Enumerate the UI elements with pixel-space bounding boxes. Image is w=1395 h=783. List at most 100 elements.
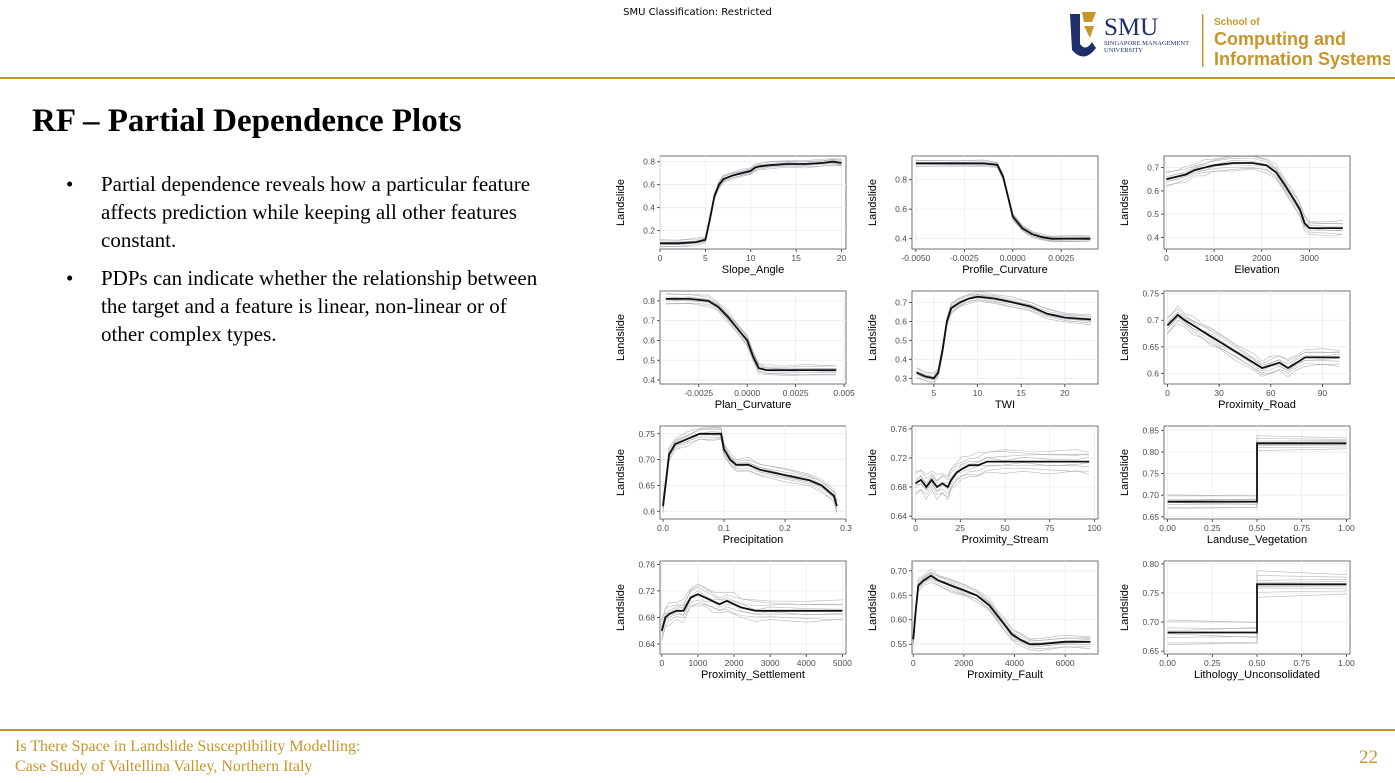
x-tick-label: 0.50 <box>1249 658 1266 668</box>
ice-curve <box>915 467 1090 498</box>
ice-curve <box>665 302 837 376</box>
x-tick-label: -0.0050 <box>901 253 930 263</box>
pdp-mean-line <box>912 574 1091 646</box>
x-tick-label: 5 <box>703 253 708 263</box>
y-tick-label: 0.2 <box>643 226 655 236</box>
plot-area <box>911 290 1099 385</box>
smu-university-line1: SINGAPORE MANAGEMENT <box>1104 40 1189 47</box>
y-tick-label: 0.6 <box>643 180 655 190</box>
x-tick-label: 0.1 <box>718 523 730 533</box>
y-tick-label: 0.75 <box>638 429 655 439</box>
bullet-text: PDPs can indicate whether the relationsh… <box>101 266 538 346</box>
x-axis-title: Slope_Angle <box>722 264 784 276</box>
x-axis-title: Landuse_Vegetation <box>1207 534 1307 546</box>
y-axis-title: Landslide <box>615 584 627 631</box>
ice-curve <box>1166 157 1343 225</box>
smu-mark: SMU <box>1104 14 1158 41</box>
x-axis-title: Plan_Curvature <box>715 399 791 411</box>
footer-caption: Is There Space in Landslide Susceptibili… <box>15 737 360 777</box>
pdp-mean-line <box>1167 583 1347 634</box>
bullet-list: • Partial dependence reveals how a partic… <box>66 170 546 358</box>
x-tick-label: 25 <box>956 523 966 533</box>
x-tick-label: 0 <box>911 658 916 668</box>
y-tick-label: 0.3 <box>895 373 907 383</box>
x-tick-label: 20 <box>837 253 847 263</box>
pdp-mean-line <box>660 160 842 245</box>
ice-curve <box>1167 319 1340 375</box>
ice-curve <box>661 605 843 642</box>
ice-curve <box>661 587 843 627</box>
x-tick-label: 3000 <box>1300 253 1319 263</box>
ice-curve <box>1167 311 1340 366</box>
ice-curve <box>662 429 838 504</box>
y-tick-label: 0.60 <box>890 615 907 625</box>
pdp-mean-line <box>1166 313 1340 370</box>
x-tick-label: 0.0025 <box>783 388 809 398</box>
ice-curve <box>662 438 838 514</box>
pdp-mean-line <box>915 460 1090 489</box>
ice-curve <box>916 300 1092 384</box>
x-tick-label: 5 <box>931 388 936 398</box>
ice-curve <box>915 462 1090 493</box>
y-tick-label: 0.72 <box>890 453 907 463</box>
y-tick-label: 0.4 <box>895 234 907 244</box>
y-tick-label: 0.68 <box>638 612 655 622</box>
ice-curve <box>662 426 838 501</box>
y-axis-title: Landslide <box>615 179 627 226</box>
y-tick-label: 0.70 <box>638 455 655 465</box>
y-tick-label: 0.8 <box>643 157 655 167</box>
y-tick-label: 0.5 <box>1147 209 1159 219</box>
pdp-mean-line <box>916 295 1092 380</box>
pdp-panel-twi: 5 10 15 20 0.3 0.4 0.5 0.6 0.7 TWI Landslide <box>867 290 1099 411</box>
y-axis-title: Landslide <box>867 449 879 496</box>
classification-label: SMU Classification: Restricted <box>623 7 772 18</box>
y-tick-label: 0.5 <box>895 335 907 345</box>
ice-curve <box>661 590 843 630</box>
pdp-mean-line <box>665 297 837 372</box>
ice-curve <box>913 571 1091 641</box>
ice-curve <box>915 470 1090 501</box>
x-tick-label: 0.0000 <box>734 388 760 398</box>
x-tick-label: 0.0000 <box>1000 253 1026 263</box>
pdp-panel-slope-angle: 0 5 10 15 20 0.2 0.4 0.6 0.8 Slope_Angle Landslide <box>615 155 847 276</box>
bullet-text: Partial dependence reveals how a particu… <box>101 172 531 252</box>
x-tick-label: 75 <box>1045 523 1055 533</box>
x-tick-label: 15 <box>791 253 801 263</box>
ice-curve <box>661 602 843 640</box>
ice-curve <box>1166 159 1343 228</box>
y-tick-label: 0.72 <box>638 586 655 596</box>
x-tick-label: -0.0025 <box>684 388 713 398</box>
y-tick-label: 0.68 <box>890 482 907 492</box>
ice-curve <box>659 165 842 248</box>
ice-curve <box>916 290 1092 374</box>
school-name-line1: Computing and <box>1214 29 1346 49</box>
footer-line2: Case Study of Valtellina Valley, Norther… <box>15 758 313 775</box>
pdp-panel-proximity-road: 0 30 60 90 0.6 0.65 0.7 0.75 Proximity_Road Lands… <box>1119 289 1351 411</box>
y-tick-label: 0.7 <box>895 297 907 307</box>
x-tick-label: 2000 <box>725 658 744 668</box>
x-tick-label: 0.25 <box>1204 658 1221 668</box>
y-tick-label: 0.65 <box>1142 512 1159 522</box>
y-tick-label: 0.7 <box>1147 163 1159 173</box>
pdp-mean-line <box>915 162 1091 240</box>
x-tick-label: 4000 <box>1005 658 1024 668</box>
pdp-mean-line <box>660 593 843 632</box>
pdp-panel-plan-curvature: -0.0025 0.0000 0.0025 0.005 0.4 0.5 0.6 0.7 0.8 P… <box>615 290 855 411</box>
pdp-panel-lithology-unconsolidated: 0.00 0.25 0.50 0.75 1.00 0.65 0.70 0.75 0.80 Lith… <box>1119 559 1355 681</box>
y-tick-label: 0.65 <box>638 480 655 490</box>
ice-curve <box>661 599 843 635</box>
ice-curve <box>915 453 1090 484</box>
x-axis-title: Proximity_Settlement <box>701 669 805 681</box>
pdp-panel-profile-curvature: -0.0050 -0.0025 0.0000 0.0025 0.4 0.6 0.8 Profi… <box>867 155 1099 276</box>
x-tick-label: 0.75 <box>1293 523 1310 533</box>
pdp-figure-grid: 0 5 10 15 20 0.2 0.4 0.6 0.8 Slope_Angle Landslide… <box>612 150 1372 695</box>
y-tick-label: 0.65 <box>1142 646 1159 656</box>
y-axis-title: Landslide <box>1119 584 1131 631</box>
y-tick-label: 0.8 <box>643 296 655 306</box>
y-tick-label: 0.76 <box>638 559 655 569</box>
ice-curve <box>665 300 837 374</box>
y-tick-label: 0.4 <box>1147 232 1159 242</box>
x-axis-title: Lithology_Unconsolidated <box>1194 669 1320 681</box>
pdp-panel-precipitation: 0.0 0.1 0.2 0.3 0.6 0.65 0.70 0.75 Precipitation… <box>615 425 852 546</box>
ice-curve <box>915 449 1090 476</box>
